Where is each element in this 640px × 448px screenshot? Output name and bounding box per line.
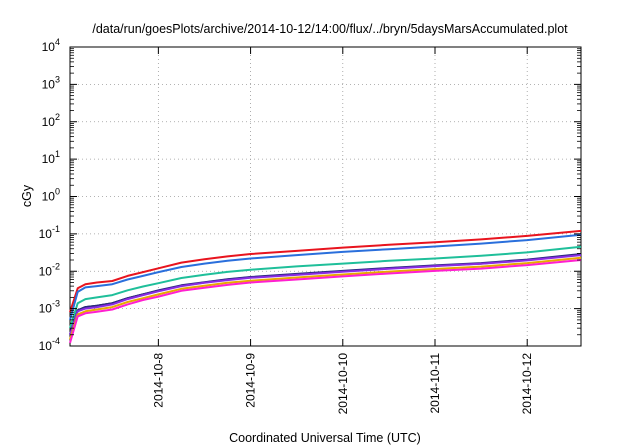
y-tick-label: 101 bbox=[42, 149, 60, 166]
series-line bbox=[69, 254, 582, 336]
series-line bbox=[69, 229, 582, 313]
x-tick-label: 2014-10-11 bbox=[428, 353, 442, 414]
x-tick-label: 2014-10-9 bbox=[244, 353, 258, 408]
grid-lines bbox=[70, 47, 581, 346]
y-tick-label: 104 bbox=[42, 37, 60, 54]
series-line bbox=[69, 245, 582, 329]
data-series bbox=[69, 229, 582, 344]
y-tick-label: 102 bbox=[42, 112, 60, 129]
y-tick-label: 10-1 bbox=[39, 224, 60, 241]
y-tick-label: 10-4 bbox=[39, 336, 60, 353]
y-axis-label: cGy bbox=[20, 184, 34, 207]
y-axis-ticks: 10-4 10-3 10-2 10-1 100 101 102 103 104 bbox=[39, 37, 581, 353]
x-axis-ticks: 2014-10-8 2014-10-9 2014-10-10 2014-10-11 20… bbox=[151, 47, 534, 414]
y-tick-label: 10-3 bbox=[39, 299, 60, 316]
x-tick-label: 2014-10-12 bbox=[520, 353, 534, 415]
series-line bbox=[69, 259, 582, 344]
y-tick-label: 100 bbox=[42, 187, 60, 204]
y-tick-label: 103 bbox=[42, 74, 60, 91]
series-line bbox=[69, 256, 582, 340]
y-tick-label: 10-2 bbox=[39, 261, 60, 278]
x-tick-label: 2014-10-8 bbox=[151, 353, 165, 408]
series-line bbox=[69, 233, 582, 321]
chart-title: /data/run/goesPlots/archive/2014-10-12/1… bbox=[92, 22, 568, 36]
x-tick-label: 2014-10-10 bbox=[336, 353, 350, 415]
x-axis-label: Coordinated Universal Time (UTC) bbox=[229, 431, 421, 445]
